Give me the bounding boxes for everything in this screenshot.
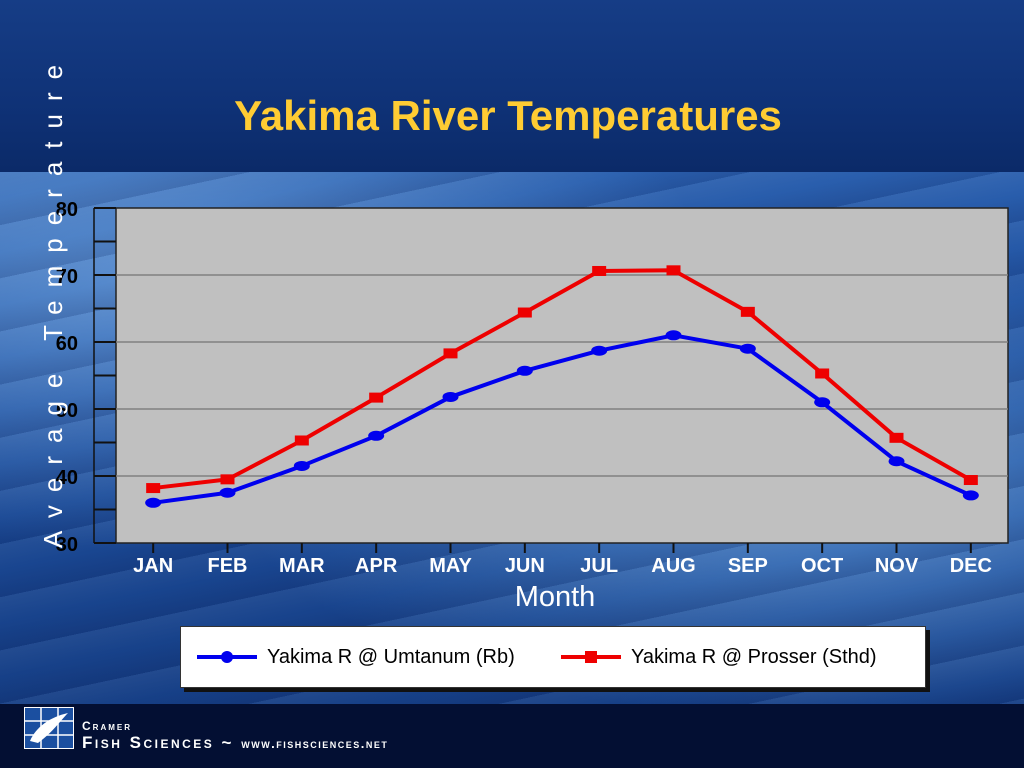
x-axis-label: Month: [515, 581, 596, 613]
brand-main-text: Fish Sciences: [82, 733, 215, 752]
legend-item-umtanum: Yakima R @ Umtanum (Rb): [195, 627, 515, 687]
y-tick-label: 80: [56, 199, 78, 221]
x-tick-label: APR: [355, 555, 398, 577]
data-point: [739, 343, 756, 354]
series-prosser: [146, 265, 978, 494]
series-line: [152, 268, 972, 491]
data-point: [517, 307, 532, 318]
legend-label-umtanum: Yakima R @ Umtanum (Rb): [267, 645, 515, 668]
x-tick-label: JUN: [505, 555, 545, 577]
legend-item-prosser: Yakima R @ Prosser (Sthd): [559, 627, 877, 687]
data-point: [294, 435, 309, 446]
y-tick-label: 70: [56, 266, 78, 288]
data-point: [666, 265, 681, 276]
y-tick-label: 50: [56, 400, 78, 422]
x-tick-label: OCT: [801, 555, 843, 577]
data-point: [740, 306, 755, 317]
data-point: [591, 345, 608, 356]
data-point: [889, 432, 904, 443]
x-tick-label: DEC: [950, 555, 992, 577]
x-tick-label: AUG: [651, 555, 695, 577]
brand-separator: ~: [221, 733, 234, 752]
data-point: [145, 497, 162, 508]
legend-label-prosser: Yakima R @ Prosser (Sthd): [631, 645, 877, 668]
y-tick-label: 30: [56, 534, 78, 556]
legend-swatch-red-line-icon: [561, 651, 621, 663]
series-group: [145, 265, 979, 508]
data-point: [814, 397, 831, 408]
gridlines: [116, 274, 1008, 477]
brand-line: Fish Sciences ~ www.fishsciences.net: [82, 733, 388, 753]
y-tick-label: 40: [56, 467, 78, 489]
x-tick-label: FEB: [208, 555, 248, 577]
x-tick-labels: JAN FEB MAR APR MAY JUN JUL AUG SEP OCT NOV DEC: [133, 555, 992, 577]
data-point: [442, 391, 459, 402]
footer-bar: [0, 704, 1024, 768]
data-point: [369, 392, 384, 403]
x-tick-label: JUL: [580, 555, 618, 577]
data-point: [368, 430, 385, 441]
slide-title: Yakima River Temperatures: [234, 92, 782, 139]
y-tick-labels: 30 40 50 60 70 80: [56, 199, 78, 556]
data-point: [962, 490, 979, 501]
temperature-line-chart: 30 40 50 60 70 80 JAN FEB MAR APR MAY JUN JUL AUG SEP…: [38, 52, 1009, 613]
legend-swatch-blue-line-icon: [197, 651, 257, 663]
brand-top-text: Cramer: [82, 719, 132, 733]
data-point: [293, 460, 310, 471]
x-tick-label: MAR: [279, 555, 325, 577]
y-tick-label: 60: [56, 333, 78, 355]
chart-legend: Yakima R @ Umtanum (Rb) Yakima R @ Pross…: [180, 626, 926, 688]
x-tick-label: MAY: [429, 555, 472, 577]
data-point: [443, 348, 458, 359]
brand-url-link[interactable]: www.fishsciences.net: [241, 736, 389, 751]
x-tick-label: JAN: [133, 555, 173, 577]
data-point: [665, 330, 682, 341]
series-umtanum: [145, 330, 979, 508]
series-line: [152, 333, 972, 505]
fish-logo-icon: [24, 707, 74, 749]
data-point: [220, 474, 235, 485]
data-point: [888, 456, 905, 467]
data-point: [219, 487, 236, 498]
data-point: [963, 475, 978, 486]
y-axis-label: Average Temperature: [38, 52, 68, 548]
x-tick-label: SEP: [728, 555, 768, 577]
x-tick-label: NOV: [875, 555, 919, 577]
slide-header-background: [0, 0, 1024, 172]
data-point: [592, 265, 607, 276]
data-point: [516, 365, 533, 376]
plot-area: [115, 207, 1009, 544]
data-point: [146, 483, 161, 494]
axes: [93, 207, 972, 553]
data-point: [815, 368, 830, 379]
